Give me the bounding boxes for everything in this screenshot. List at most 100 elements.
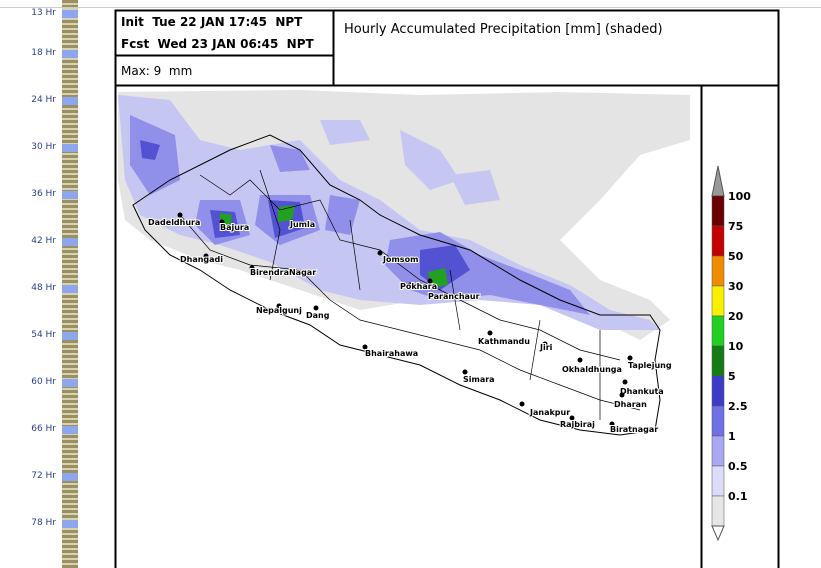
hour-link[interactable]: 24 Hr [31, 95, 56, 105]
city-label: Paranchaur [428, 292, 480, 301]
hour-link[interactable]: 66 Hr [31, 424, 56, 434]
city-dot [622, 379, 628, 385]
hour-marker[interactable] [62, 520, 78, 528]
legend-arrow-bottom [711, 525, 725, 542]
hour-link[interactable]: 54 Hr [31, 330, 56, 340]
city-label: Kathmandu [478, 337, 530, 346]
hour-marker[interactable] [62, 144, 78, 152]
legend-swatch [711, 255, 725, 287]
city-label: Dharan [614, 400, 647, 409]
max-value: Max: 9 mm [121, 64, 192, 78]
legend-label: 0.1 [728, 490, 748, 503]
hour-marker[interactable] [62, 191, 78, 199]
city-label: Dang [306, 311, 330, 320]
legend-swatch [711, 315, 725, 347]
hour-marker[interactable] [62, 473, 78, 481]
hour-marker[interactable] [62, 97, 78, 105]
hour-marker[interactable] [62, 50, 78, 58]
city-dot [619, 392, 625, 398]
hour-link[interactable]: 78 Hr [31, 518, 56, 528]
city-label: Bajura [220, 223, 249, 232]
legend-swatch [711, 435, 725, 467]
legend-label: 2.5 [728, 400, 748, 413]
legend-swatch [711, 285, 725, 317]
city-label: Jumla [289, 220, 315, 229]
legend-label: 50 [728, 250, 744, 263]
city-label: Okhaldhunga [562, 365, 622, 374]
city-dot [462, 369, 468, 375]
city-label: Dhankuta [620, 387, 664, 396]
legend-label: 30 [728, 280, 744, 293]
city-label: Rajbiraj [560, 420, 595, 429]
legend-swatch [711, 495, 725, 527]
city-dot [276, 303, 282, 309]
city-label: Simara [463, 375, 495, 384]
legend-label: 0.5 [728, 460, 748, 473]
legend-swatch [711, 225, 725, 257]
hour-link[interactable]: 13 Hr [31, 8, 56, 18]
district-borders [179, 169, 641, 420]
legend-swatch [711, 375, 725, 407]
city-dot [519, 401, 525, 407]
city-dot [427, 278, 433, 284]
legend: 100 75 50 30 20 10 5 2.5 1 0.5 0.1 [711, 165, 751, 542]
legend-label: 20 [728, 310, 744, 323]
city-dot [407, 282, 413, 288]
hour-marker[interactable] [62, 332, 78, 340]
city-dot [313, 305, 319, 311]
legend-label: 5 [728, 370, 736, 383]
city-dot [203, 253, 209, 259]
legend-label: 100 [728, 190, 751, 203]
hour-marker[interactable] [62, 426, 78, 434]
city-label: Nepalgunj [256, 306, 302, 315]
legend-label: 10 [728, 340, 744, 353]
city-label: Pokhara [400, 282, 437, 291]
city-label: Biratnagar [610, 425, 658, 434]
precip-0.5 [320, 120, 500, 205]
city-label: Bhairahawa [365, 349, 418, 358]
frame [114, 9, 780, 568]
hour-link[interactable]: 48 Hr [31, 283, 56, 293]
cities: Dadeldhura Bajura Jumla Dhangadi BirendraNag… [147, 212, 673, 435]
hour-link[interactable]: 42 Hr [31, 236, 56, 246]
city-label: Dadeldhura [148, 218, 200, 227]
city-label: Jomsom [382, 255, 418, 264]
legend-swatch [711, 345, 725, 377]
city-dot [609, 421, 615, 427]
city-dot [289, 219, 295, 225]
hour-link[interactable]: 30 Hr [31, 142, 56, 152]
city-label: Taplejung [628, 361, 672, 370]
city-label: Jiri [539, 343, 553, 352]
city-dot [569, 415, 575, 421]
hour-marker[interactable] [62, 379, 78, 387]
city-dot [542, 341, 548, 347]
hour-sidebar: 13 Hr 18 Hr 24 Hr 30 Hr 36 Hr 42 Hr 48 Hr 54 Hr… [0, 0, 110, 568]
hour-link[interactable]: 72 Hr [31, 471, 56, 481]
nepal-outline [132, 134, 661, 436]
legend-label: 75 [728, 220, 743, 233]
city-dot [177, 212, 183, 218]
city-dot [377, 250, 383, 256]
hour-marker[interactable] [62, 285, 78, 293]
legend-swatch [711, 465, 725, 497]
legend-arrow-top [711, 165, 725, 197]
hour-marker[interactable] [62, 10, 78, 18]
city-label: Dhangadi [180, 255, 223, 264]
precipitation [118, 90, 690, 340]
hour-marker[interactable] [62, 238, 78, 246]
legend-swatch [711, 195, 725, 227]
city-label: BirendraNagar [250, 268, 316, 277]
hour-link[interactable]: 18 Hr [31, 48, 56, 58]
city-label: Janakpur [529, 408, 570, 417]
hour-link[interactable]: 60 Hr [31, 377, 56, 387]
precip-0.5 [118, 95, 660, 330]
forecast-time: Fcst Wed 23 JAN 06:45 NPT [121, 37, 315, 51]
city-dot [487, 330, 493, 336]
precip-1 [130, 115, 590, 315]
hour-link[interactable]: 36 Hr [31, 189, 56, 199]
map-title: Hourly Accumulated Precipitation [mm] (s… [344, 22, 663, 37]
city-dot [362, 344, 368, 350]
city-dot [249, 265, 255, 271]
